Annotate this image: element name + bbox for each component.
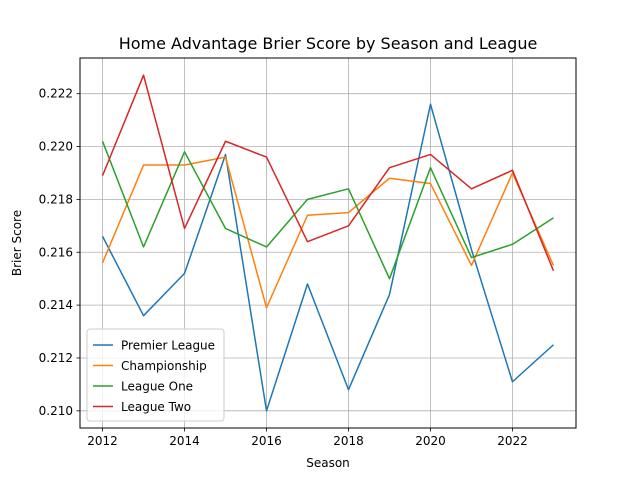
legend-label-premier-league: Premier League [121,339,215,353]
x-axis-label: Season [306,456,350,470]
y-axis-ticks: 0.210 0.212 0.214 0.216 0.218 0.220 0.222 [39,87,80,418]
plot-area-frame [79,57,577,429]
x-tick-label: 2014 [169,434,200,448]
y-tick-label: 0.220 [39,140,73,154]
legend-label-league-two: League Two [121,400,191,414]
legend-box [86,328,225,422]
x-tick-label: 2012 [87,434,118,448]
y-tick-label: 0.218 [39,192,73,206]
series-line-championship [101,156,555,309]
series-lines [101,74,555,412]
y-tick-label: 0.210 [39,404,73,418]
y-tick-label: 0.212 [39,351,73,365]
x-tick-label: 2018 [333,434,364,448]
legend: Premier League Championship League One Leag… [86,328,225,422]
y-tick-label: 0.222 [39,87,73,101]
legend-label-championship: Championship [121,359,207,373]
y-tick-label: 0.216 [39,245,73,259]
y-axis-label: Brier Score [10,210,24,276]
chart-title: Home Advantage Brier Score by Season and… [119,34,538,53]
series-line-league-one [101,140,554,280]
x-axis-ticks: 2012 2014 2016 2018 2020 2022 [87,428,528,448]
x-tick-label: 2020 [415,434,446,448]
y-tick-label: 0.214 [39,298,73,312]
x-tick-label: 2022 [497,434,528,448]
series-line-premier-league [101,103,554,412]
series-line-league-two [101,74,555,272]
legend-label-league-one: League One [121,380,193,394]
x-tick-label: 2016 [251,434,282,448]
